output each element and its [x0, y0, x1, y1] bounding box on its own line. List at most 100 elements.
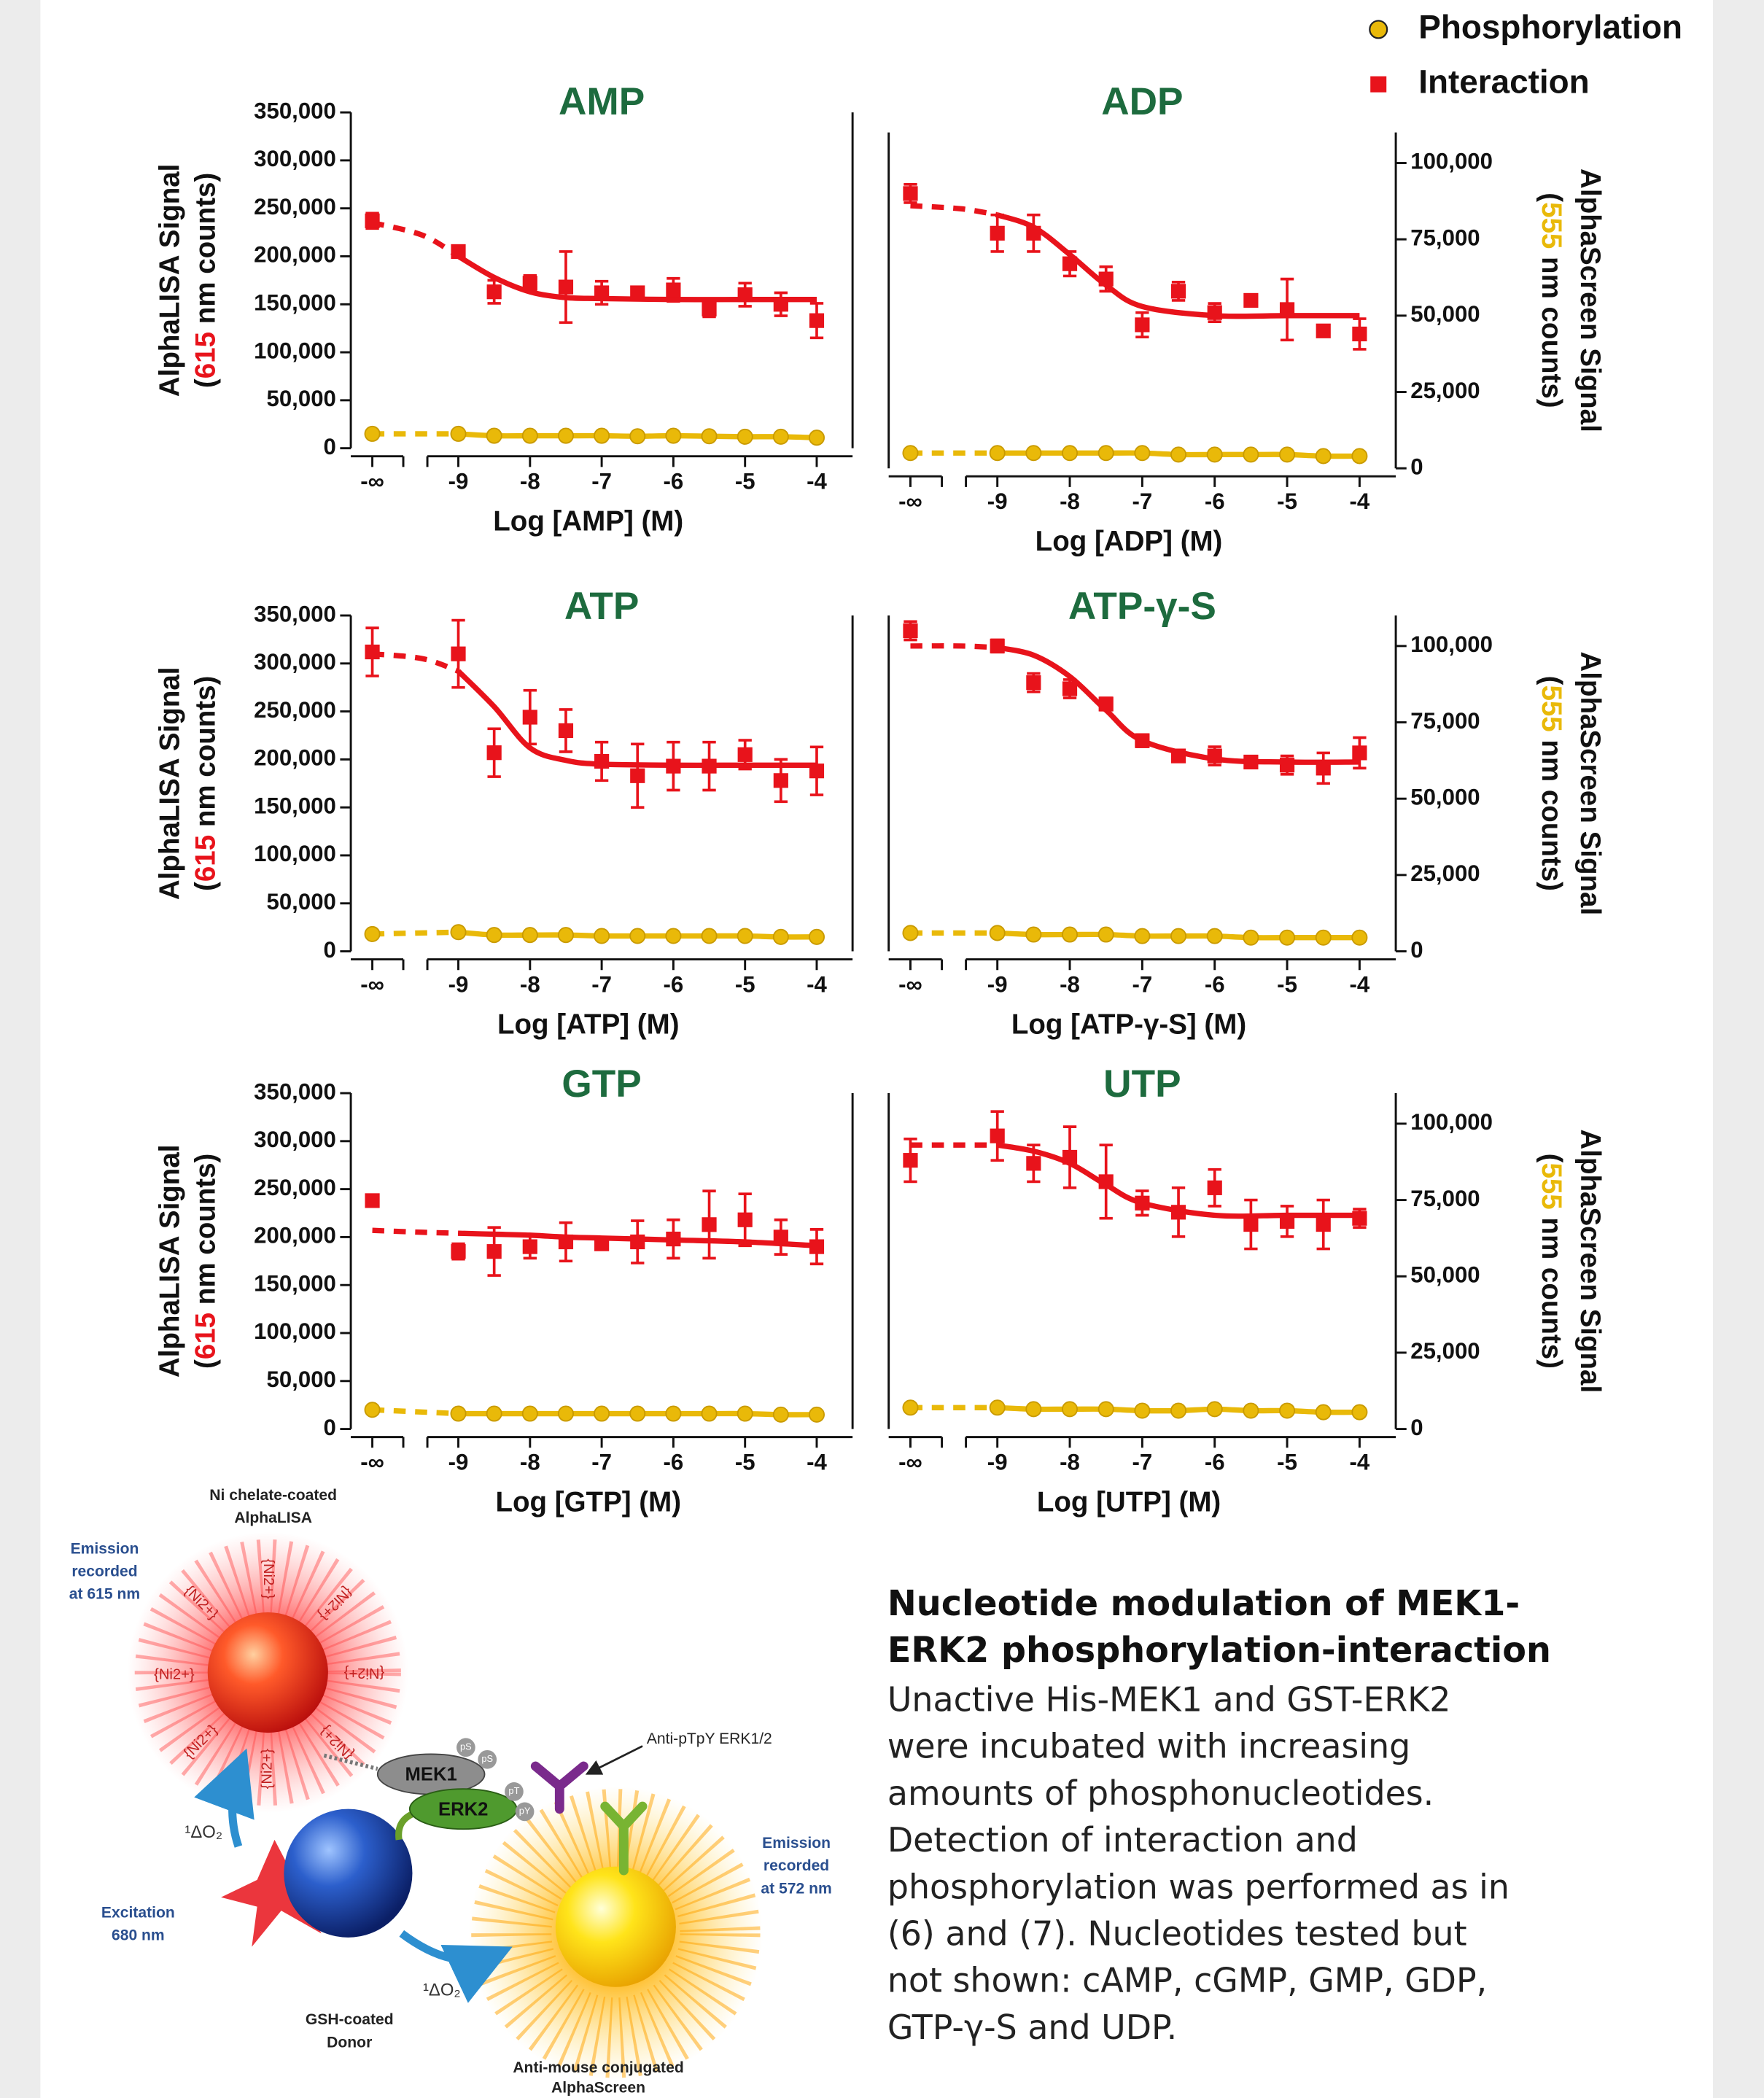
diagram-label: recorded — [71, 1563, 137, 1580]
axis-title: (555 nm counts) — [1536, 193, 1567, 408]
data-point — [1062, 256, 1078, 271]
chart: GTP 0 50,000 100,000 150,000 200,000 250,000 30… — [154, 1062, 854, 1518]
x-axis-title: Log [ADP] (M) — [1036, 526, 1223, 557]
data-point — [737, 928, 753, 944]
data-point — [772, 1406, 789, 1423]
data-point — [1135, 1195, 1150, 1211]
diagram-label: Ni chelate-coated — [209, 1487, 337, 1504]
data-point — [594, 1405, 610, 1422]
data-point — [737, 1212, 753, 1227]
data-point — [701, 428, 718, 445]
linker — [323, 1753, 378, 1771]
data-point — [1207, 305, 1222, 320]
data-point — [365, 644, 380, 660]
data-point — [1315, 929, 1332, 946]
primary-antibody — [530, 1761, 588, 1814]
data-point — [1170, 748, 1186, 764]
data-point — [665, 928, 682, 944]
y-tick-label: 250,000 — [254, 1175, 336, 1200]
data-point — [594, 1236, 610, 1251]
diagram-label: at 572 nm — [761, 1880, 831, 1897]
data-point — [1279, 1213, 1295, 1229]
data-point — [1170, 928, 1187, 944]
data-point — [1279, 758, 1295, 773]
data-point — [1170, 446, 1187, 463]
data-point — [486, 284, 502, 300]
nickel-label: {Ni2+} — [260, 1558, 276, 1599]
y-tick-label: 250,000 — [254, 697, 336, 723]
x-axis-title: Log [GTP] (M) — [495, 1487, 681, 1518]
data-point — [1352, 1211, 1367, 1226]
x-tick-label: -8 — [1060, 1450, 1080, 1475]
data-point — [1243, 292, 1259, 308]
oxygen-label: ¹ΔO₂ — [423, 1981, 461, 2000]
data-point — [1315, 448, 1332, 465]
chart-title: UTP — [1103, 1062, 1181, 1106]
data-point — [1134, 928, 1151, 944]
data-point — [1206, 1401, 1223, 1418]
data-point — [451, 646, 466, 661]
protein-label: ERK2 — [438, 1799, 488, 1819]
site-label: pS — [481, 1753, 493, 1764]
caption-title: Nucleotide modulation of MEK1- — [887, 1584, 1520, 1624]
diagram-label: Emission — [71, 1540, 139, 1557]
data-point — [365, 213, 380, 228]
x-tick-label: -9 — [448, 469, 469, 494]
x-tick-label: -∞ — [360, 971, 384, 997]
y-tick-label: 100,000 — [1410, 632, 1493, 657]
emission-rays — [471, 1789, 761, 2078]
caption-text: phosphorylation was performed as in — [887, 1867, 1509, 1906]
y-tick-label: 200,000 — [254, 1223, 336, 1248]
data-point — [1025, 926, 1042, 943]
data-point — [737, 747, 753, 762]
phospho — [478, 1749, 497, 1769]
emission-rays — [134, 1539, 401, 1806]
data-point — [521, 927, 538, 944]
data-point — [1170, 1205, 1186, 1220]
y-tick-label: 50,000 — [267, 889, 336, 914]
y-tick-label: 350,000 — [254, 601, 336, 626]
data-point — [809, 764, 825, 779]
data-point — [486, 1244, 502, 1259]
data-point — [1062, 1401, 1079, 1418]
data-point — [772, 428, 789, 445]
x-tick-label: -6 — [1205, 1450, 1225, 1475]
axis-title: AlphaLISA Signal — [154, 1145, 185, 1378]
axis-title: (615 nm counts) — [190, 173, 222, 388]
data-point — [666, 1231, 681, 1247]
pointer — [585, 1745, 643, 1775]
x-axis-title: Log [ATP] (M) — [497, 1009, 680, 1040]
chart-title: ATP-γ-S — [1068, 585, 1216, 628]
x-tick-label: -∞ — [898, 489, 922, 514]
y-tick-label: 350,000 — [254, 1079, 336, 1104]
data-point — [1279, 1402, 1296, 1419]
nickel-label: {Ni2+} — [260, 1749, 276, 1790]
x-tick-label: -7 — [1132, 971, 1153, 997]
data-point — [1316, 761, 1331, 776]
data-point — [486, 745, 502, 761]
data-point — [773, 1229, 788, 1245]
data-point — [1351, 448, 1368, 465]
data-point — [486, 927, 502, 944]
data-point — [1134, 1402, 1151, 1419]
data-point — [451, 1244, 466, 1259]
data-point — [557, 427, 574, 444]
data-point — [665, 1405, 682, 1422]
x-axis-title: Log [UTP] (M) — [1037, 1487, 1221, 1518]
y-tick-label: 50,000 — [1410, 1262, 1480, 1287]
legend-marker — [1370, 76, 1387, 93]
caption-text: GTP-γ-S and UDP. — [887, 2008, 1177, 2047]
data-point — [522, 1239, 537, 1254]
y-tick-label: 350,000 — [254, 98, 336, 123]
data-point — [809, 1239, 825, 1254]
y-tick-label: 0 — [1410, 937, 1423, 963]
oxygen-arrow — [194, 1748, 255, 1848]
diagram-label: Anti-pTpY ERK1/2 — [647, 1730, 772, 1747]
fit-curve — [910, 643, 998, 650]
y-tick-label: 100,000 — [1410, 149, 1493, 174]
axis-title: (615 nm counts) — [190, 676, 222, 891]
diagram-label: recorded — [764, 1857, 829, 1874]
data-point — [989, 445, 1006, 462]
y-tick-label: 200,000 — [254, 242, 336, 268]
